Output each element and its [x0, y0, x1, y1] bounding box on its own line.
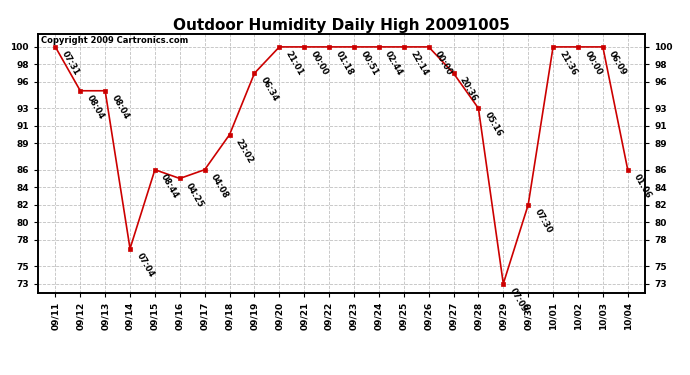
- Text: 01:18: 01:18: [333, 50, 355, 77]
- Text: 08:04: 08:04: [85, 93, 106, 121]
- Text: 02:44: 02:44: [384, 50, 404, 77]
- Text: 00:00: 00:00: [433, 50, 454, 77]
- Text: 06:09: 06:09: [607, 50, 629, 77]
- Text: 08:04: 08:04: [110, 93, 130, 121]
- Title: Outdoor Humidity Daily High 20091005: Outdoor Humidity Daily High 20091005: [173, 18, 510, 33]
- Text: 00:00: 00:00: [582, 50, 604, 77]
- Text: 20:36: 20:36: [458, 76, 479, 104]
- Text: 21:01: 21:01: [284, 50, 305, 77]
- Text: 22:14: 22:14: [408, 50, 429, 77]
- Text: 00:51: 00:51: [359, 50, 380, 77]
- Text: 21:36: 21:36: [558, 50, 579, 77]
- Text: 07:09: 07:09: [508, 286, 529, 314]
- Text: 23:02: 23:02: [234, 137, 255, 165]
- Text: 00:00: 00:00: [308, 50, 330, 77]
- Text: 04:08: 04:08: [209, 172, 230, 200]
- Text: 07:30: 07:30: [533, 207, 553, 235]
- Text: Copyright 2009 Cartronics.com: Copyright 2009 Cartronics.com: [41, 36, 188, 45]
- Text: 01:06: 01:06: [632, 172, 653, 200]
- Text: 06:34: 06:34: [259, 76, 280, 104]
- Text: 08:44: 08:44: [159, 172, 181, 200]
- Text: 07:04: 07:04: [135, 251, 155, 279]
- Text: 05:16: 05:16: [483, 111, 504, 139]
- Text: 04:25: 04:25: [184, 181, 206, 209]
- Text: 07:31: 07:31: [60, 50, 81, 77]
